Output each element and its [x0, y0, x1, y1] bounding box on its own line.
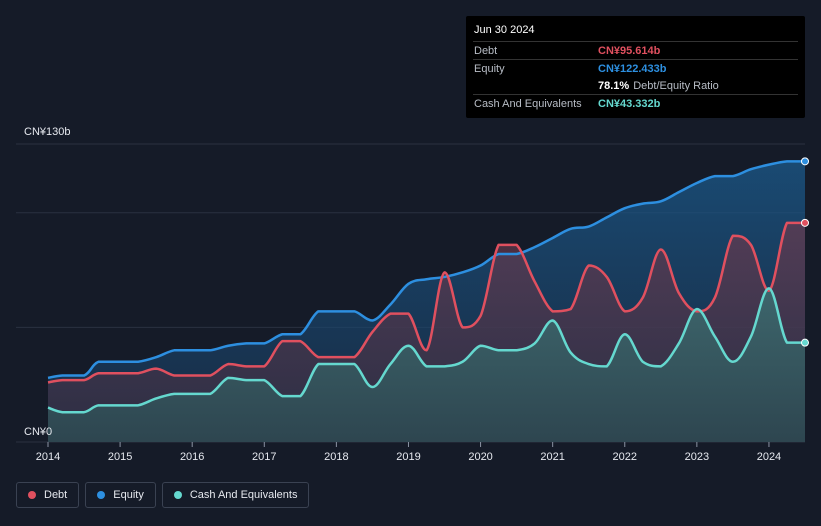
cash-dot-icon	[173, 491, 182, 499]
debt-line	[47, 221, 805, 384]
x-tick-label: 2018	[324, 451, 348, 463]
tooltip-label: Cash And Equivalents	[474, 97, 582, 110]
legend-label: Debt	[44, 489, 68, 501]
equity-endpoint	[801, 157, 809, 166]
equity-line	[47, 160, 805, 380]
cash-and-equivalents-endpoint	[801, 338, 809, 347]
legend-item-equity[interactable]: Equity	[85, 482, 156, 508]
equity-dot-icon	[97, 491, 106, 499]
tooltip-row-cash: Cash And Equivalents CN¥43.332b	[473, 94, 798, 112]
tooltip-row-ratio: 78.1% Debt/Equity Ratio	[473, 77, 798, 94]
y-axis-top-label: CN¥130b	[24, 126, 70, 138]
x-tick-label: 2017	[252, 451, 276, 463]
x-axis: 2014 2015 2016 2017 2018 2019 2020 2021 2022 2023…	[36, 442, 781, 463]
tooltip-label: Equity	[474, 62, 505, 75]
chart-legend: Debt Equity Cash And Equivalents	[16, 482, 310, 508]
x-tick-label: 2020	[468, 451, 492, 463]
x-tick-label: 2024	[757, 451, 781, 463]
tooltip-value-cash: CN¥43.332b	[598, 97, 661, 110]
x-tick-label: 2021	[540, 451, 564, 463]
tooltip-label: Debt	[474, 44, 498, 57]
x-tick-label: 2014	[36, 451, 60, 463]
x-tick-label: 2016	[180, 451, 204, 463]
cash-and-equivalents-area	[48, 288, 805, 442]
debt-endpoint	[801, 218, 809, 227]
tooltip-date: Jun 30 2024	[474, 24, 535, 36]
tooltip-row-equity: Equity CN¥122.433b	[473, 59, 798, 77]
tooltip-panel: Jun 30 2024 Debt CN¥95.614b Equity CN¥12…	[466, 16, 805, 118]
tooltip-ratio-unit: Debt/Equity Ratio	[633, 79, 719, 92]
legend-item-debt[interactable]: Debt	[16, 482, 80, 508]
y-axis-bottom-label: CN¥0	[24, 426, 52, 438]
x-tick-label: 2019	[396, 451, 420, 463]
legend-label: Equity	[113, 489, 144, 501]
legend-label: Cash And Equivalents	[189, 489, 298, 501]
x-tick-label: 2015	[108, 451, 132, 463]
legend-item-cash[interactable]: Cash And Equivalents	[161, 482, 310, 508]
x-tick-label: 2022	[613, 451, 637, 463]
series-lines	[47, 160, 805, 414]
tooltip-row-debt: Debt CN¥95.614b	[473, 41, 798, 59]
cash-and-equivalents-line	[47, 287, 805, 414]
x-tick-label: 2023	[685, 451, 709, 463]
debt-dot-icon	[28, 491, 36, 499]
tooltip-value-equity: CN¥122.433b	[598, 62, 667, 75]
series-areas	[48, 161, 805, 442]
series-endpoints	[801, 157, 809, 347]
tooltip-value-debt: CN¥95.614b	[598, 44, 661, 57]
tooltip-value-ratio: 78.1%	[598, 79, 630, 92]
